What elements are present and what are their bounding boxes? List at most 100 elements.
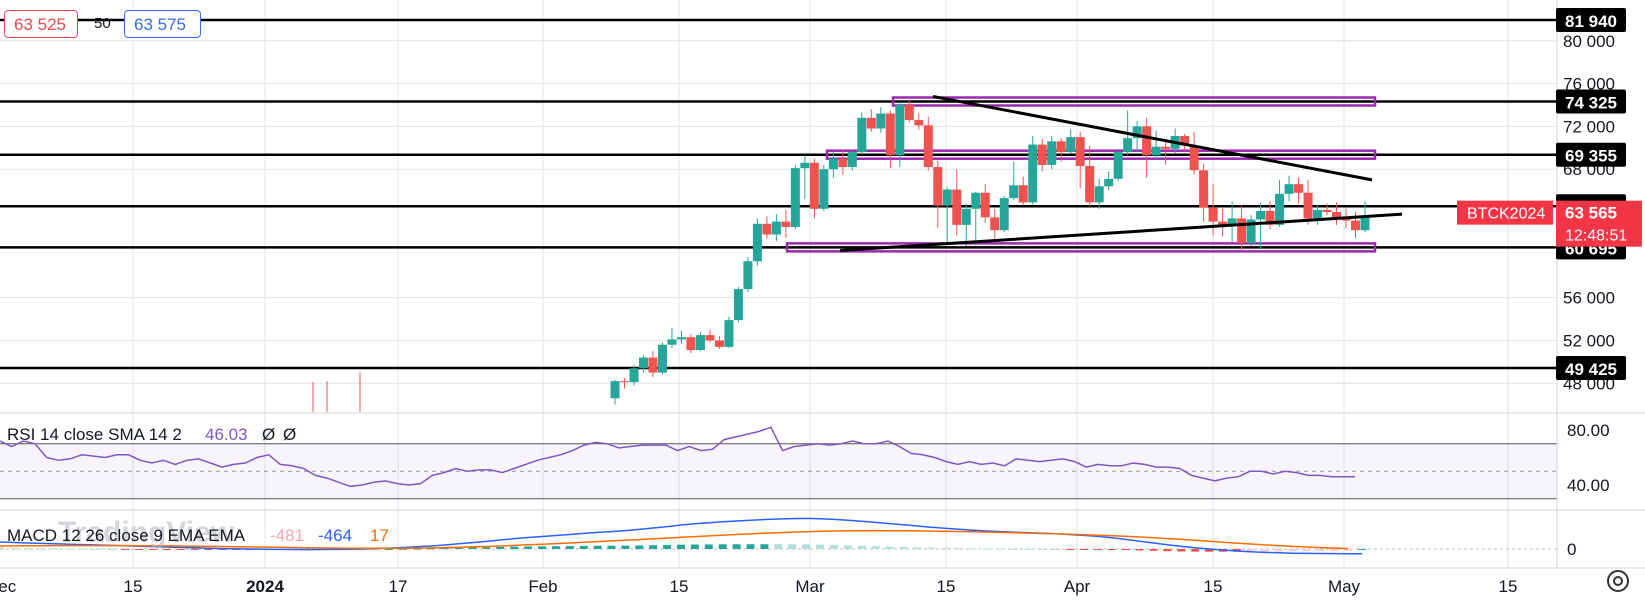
candle-body [1104,178,1114,187]
candle-body [1180,136,1190,146]
x-tick-label: 15 [1499,577,1518,596]
macd-histogram-bar [412,548,421,550]
candle-body [686,337,696,351]
macd-histogram-bar [690,544,699,549]
macd-histogram-bar [732,544,741,549]
candle-body [1094,186,1104,203]
candle-body [1085,165,1095,203]
rsi-axis-label: 80.00 [1567,421,1610,440]
macd-histogram-bar [704,544,713,549]
candle-body [705,335,715,341]
x-tick-label: 15 [124,577,143,596]
x-tick-label: Mar [795,577,825,596]
macd-histogram-bar [954,548,963,550]
macd-label: MACD 12 26 close 9 EMA EMA [7,526,246,545]
x-tick-label: Dec [0,577,17,596]
macd-histogram-bar [1121,549,1130,551]
level-tag [1556,89,1626,114]
candle-body [828,158,838,170]
macd-histogram-bar [148,549,157,550]
candle-body [923,125,933,168]
candle-body [847,152,857,168]
macd-histogram-bar [607,545,616,549]
candle-body [657,344,667,373]
macd-line [0,517,1363,555]
macd-histogram-bar [385,548,394,550]
macd-histogram-bar [496,546,505,549]
grid [0,0,1557,568]
macd-histogram-bar [93,548,102,550]
x-tick-label: 2024 [246,577,284,596]
candle-body [1028,144,1038,203]
macd-histogram-bar [23,548,32,550]
macd-histogram-bar [565,546,574,549]
candle-body [990,217,1000,231]
candle-body [1199,170,1209,208]
candle-body [1066,137,1076,153]
trendlines [839,94,1403,253]
candle-body [895,104,905,156]
rsi-value: 46.03 [205,425,248,444]
x-tick-label: 17 [389,577,408,596]
macd-histogram-bar [996,548,1005,550]
y-tick-label: 56 000 [1563,289,1615,308]
candle-body [1123,138,1133,153]
candle-body [1161,146,1171,149]
macd-histogram-bar [1038,548,1047,550]
level-tag-value: 74 325 [1565,94,1617,113]
macd-histogram-bar [1052,548,1061,550]
candle-body [1294,184,1304,193]
macd-histogram-bar [1163,549,1172,552]
candle-body [743,261,753,290]
candle-body [1142,126,1152,156]
buy-price-button[interactable]: 63 575 [124,10,201,38]
candle-body [914,119,924,126]
settings-icon[interactable] [1607,570,1629,592]
macd-histogram-bar [829,544,838,549]
signal-value: 17 [370,526,389,545]
y-tick-label: 80 000 [1563,32,1615,51]
macd-histogram-bar [524,546,533,549]
candle-body [1075,137,1085,166]
macd-histogram-bar [1107,549,1116,550]
candle-body [866,117,876,129]
candle-body [629,368,639,383]
candle-body [1237,218,1247,244]
macd-histogram-bar [746,544,755,549]
candle-body [1303,192,1313,219]
level-tag [1556,142,1626,167]
macd-histogram-bar [857,545,866,549]
macd-histogram-bar [1344,549,1353,551]
x-tick-label: 15 [937,577,956,596]
candle-body [1151,146,1161,156]
candle-body [638,357,648,369]
sell-price-button[interactable]: 63 525 [4,10,78,38]
x-tick-label: May [1328,577,1361,596]
candle-body [838,158,848,168]
spread-value: 50 [94,15,111,32]
candle-body [781,221,791,227]
macd-histogram-bar [190,549,199,550]
macd-histogram-bar [718,544,727,549]
candle-body [1360,216,1370,231]
support-trendline [839,212,1403,253]
macd-histogram-bar [399,548,408,550]
macd-histogram-bar [1191,549,1200,552]
rsi-na-2: Ø [283,425,296,444]
macd-histogram-bar [621,545,630,549]
macd-histogram-bar [927,547,936,549]
candle-body [1284,184,1294,194]
candle-body [1351,220,1361,231]
macd-histogram-bar [538,546,547,549]
candle-body [610,381,620,399]
candle-body [1132,126,1142,139]
macd-histogram-bar [1302,549,1311,552]
macd-histogram-bar [121,549,130,550]
symbol-name: BTCK2024 [1467,206,1545,223]
candle-body [1009,185,1019,199]
x-tick-label: Apr [1064,577,1091,596]
candle-body [1208,207,1218,222]
macd-histogram-bar [551,546,560,549]
